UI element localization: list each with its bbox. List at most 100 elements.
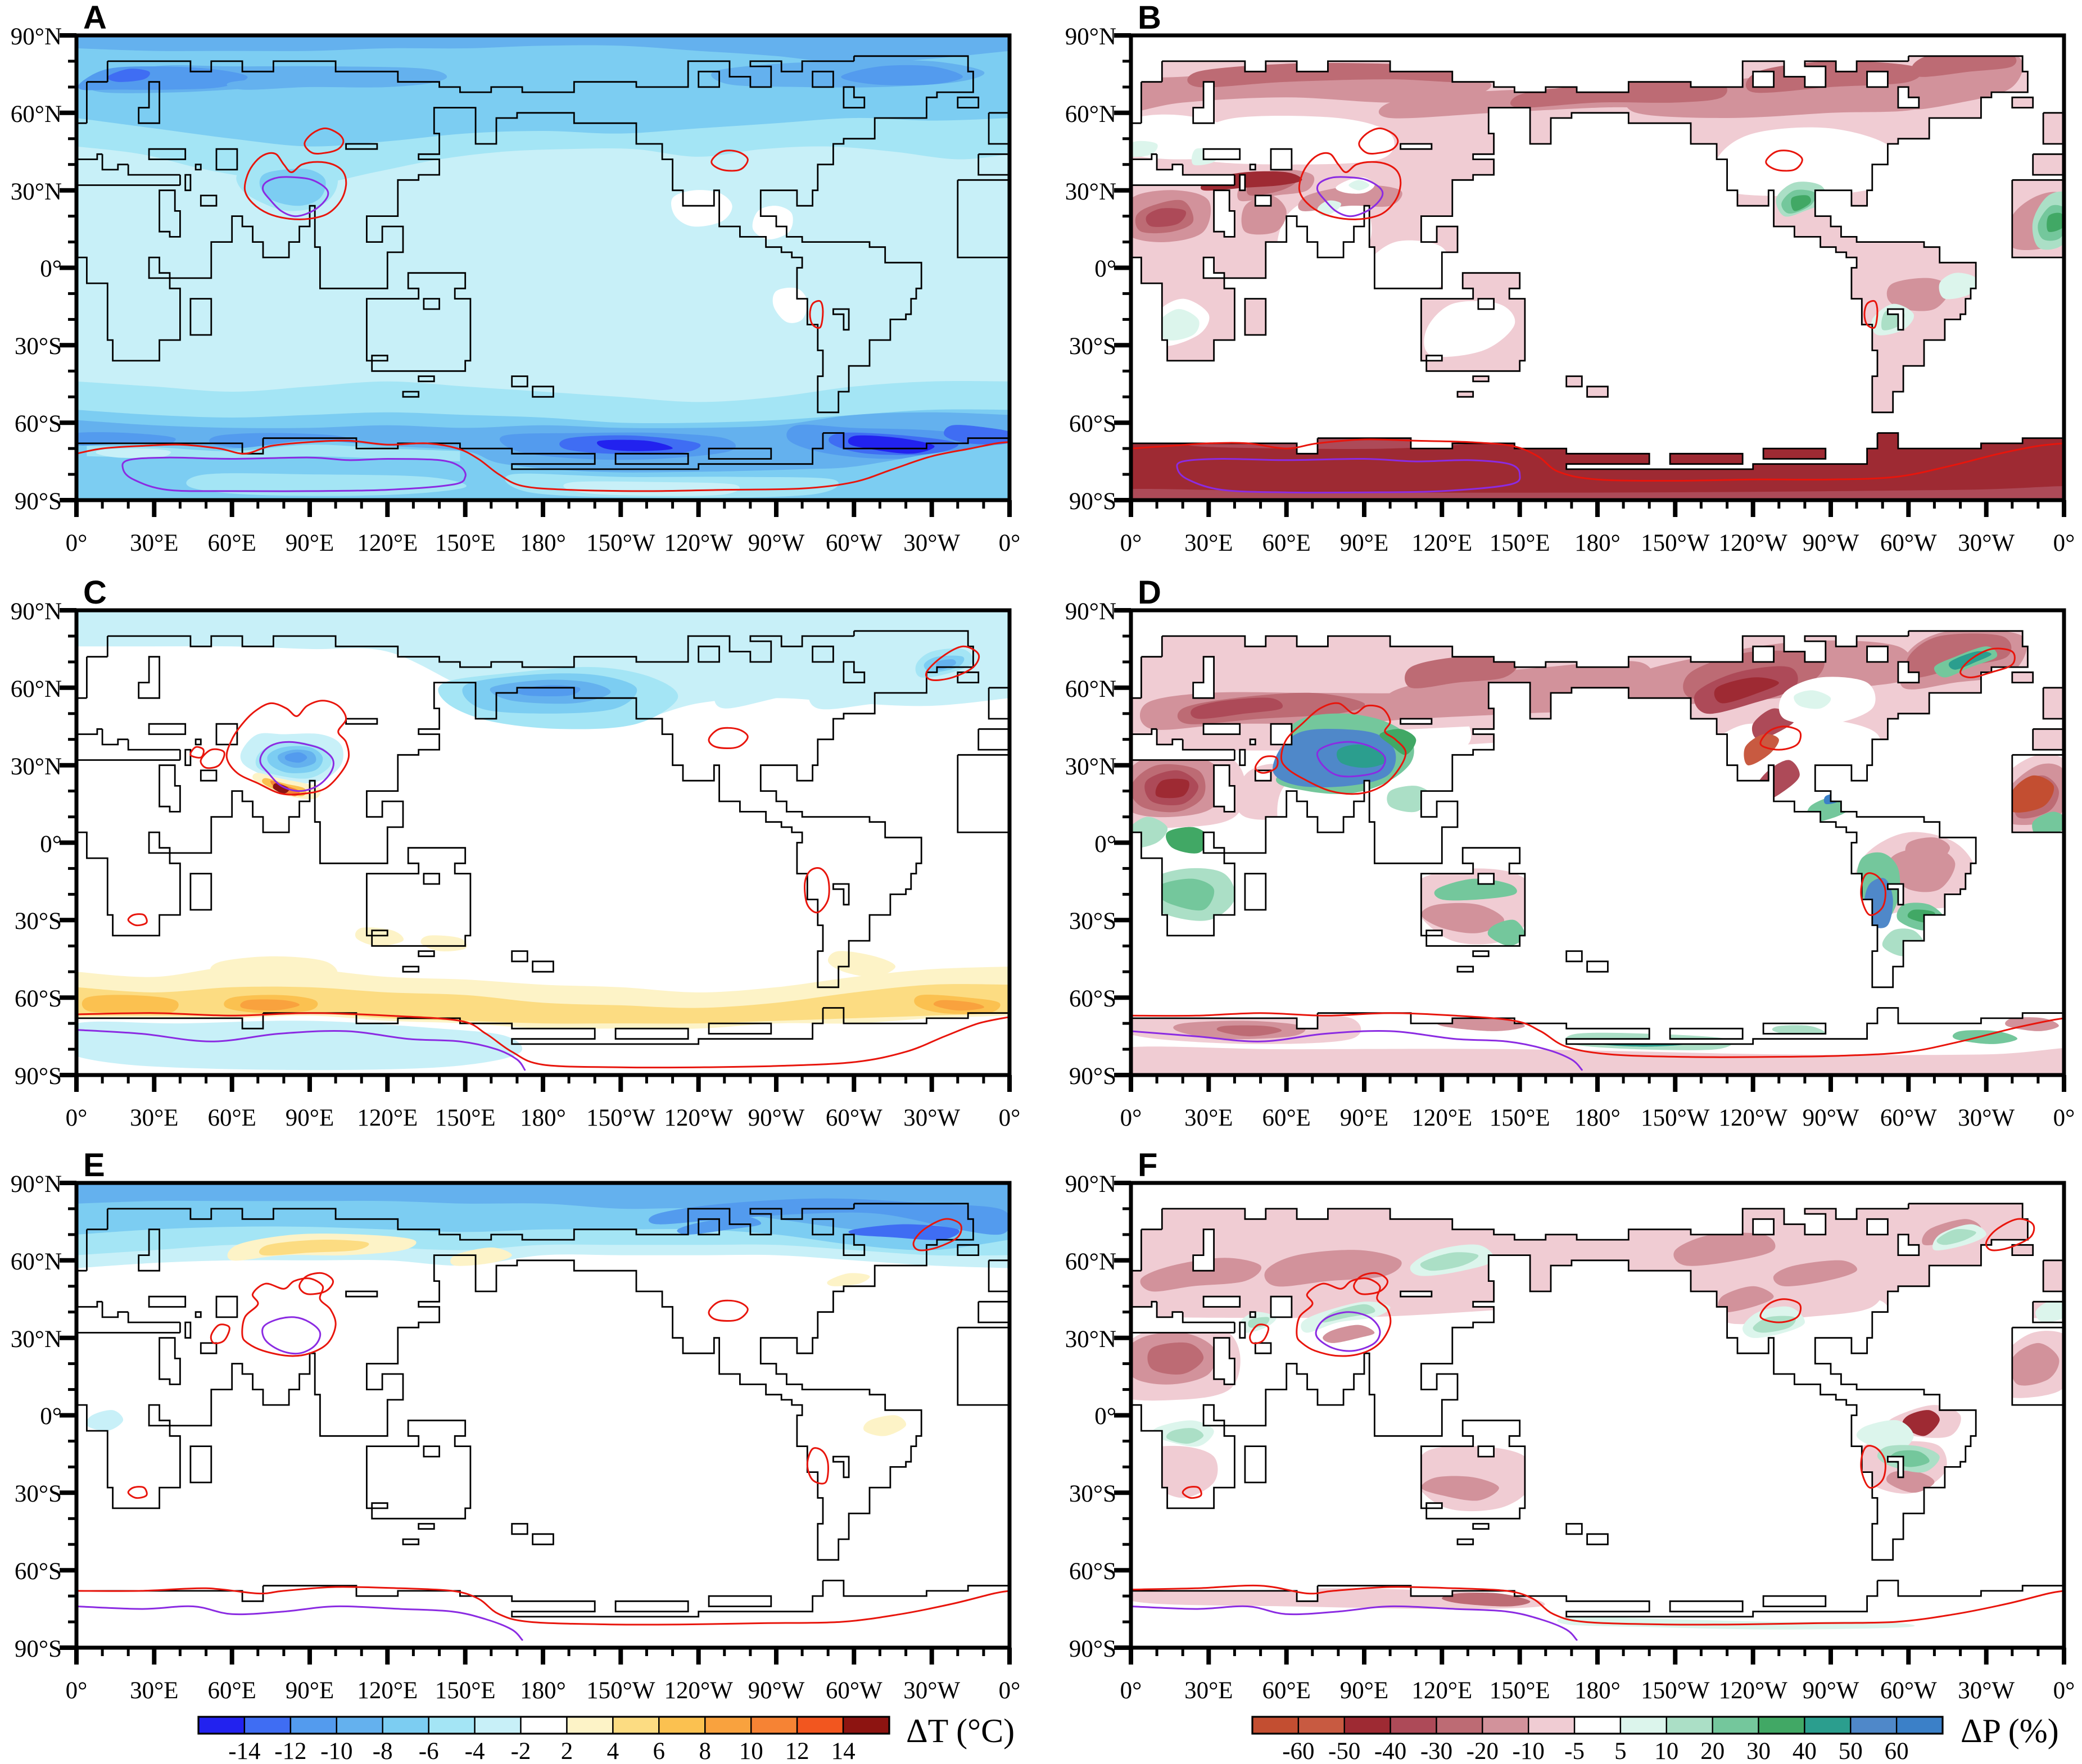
svg-text:-10: -10 xyxy=(1513,1738,1545,1764)
svg-text:30°E: 30°E xyxy=(130,530,178,556)
svg-text:180°: 180° xyxy=(520,530,566,556)
svg-text:150°W: 150°W xyxy=(586,1105,655,1131)
svg-text:30°W: 30°W xyxy=(903,530,960,556)
svg-text:60°W: 60°W xyxy=(1880,530,1937,556)
svg-text:30°S: 30°S xyxy=(15,1481,62,1507)
svg-text:60°W: 60°W xyxy=(826,1105,882,1131)
svg-text:180°: 180° xyxy=(1574,530,1621,556)
svg-text:60: 60 xyxy=(1885,1738,1909,1764)
svg-text:0°: 0° xyxy=(1120,1677,1142,1704)
svg-text:0°: 0° xyxy=(40,1403,62,1430)
svg-text:0°: 0° xyxy=(40,831,62,858)
svg-text:90°E: 90°E xyxy=(286,530,334,556)
svg-text:30: 30 xyxy=(1746,1738,1771,1764)
svg-text:ΔT (°C): ΔT (°C) xyxy=(906,1712,1015,1749)
svg-text:50: 50 xyxy=(1839,1738,1863,1764)
svg-text:60°W: 60°W xyxy=(826,530,882,556)
svg-text:30°E: 30°E xyxy=(1184,1105,1233,1131)
svg-text:90°N: 90°N xyxy=(11,598,62,625)
svg-text:0°: 0° xyxy=(999,1677,1021,1704)
svg-text:-20: -20 xyxy=(1467,1738,1499,1764)
svg-text:60°N: 60°N xyxy=(11,676,62,702)
svg-text:90°W: 90°W xyxy=(1803,1677,1859,1704)
svg-text:60°E: 60°E xyxy=(1262,530,1310,556)
svg-text:150°W: 150°W xyxy=(586,530,655,556)
svg-text:90°E: 90°E xyxy=(286,1677,334,1704)
svg-text:30°N: 30°N xyxy=(11,1326,62,1353)
svg-text:0°: 0° xyxy=(999,530,1021,556)
svg-text:C: C xyxy=(83,574,107,611)
svg-text:120°W: 120°W xyxy=(664,1105,734,1131)
svg-text:60°E: 60°E xyxy=(207,1677,256,1704)
svg-text:120°W: 120°W xyxy=(664,1677,734,1704)
svg-text:-14: -14 xyxy=(228,1738,260,1764)
svg-text:60°S: 60°S xyxy=(1069,986,1116,1012)
svg-text:90°E: 90°E xyxy=(1340,1677,1388,1704)
svg-text:6: 6 xyxy=(653,1738,666,1764)
svg-text:0°: 0° xyxy=(2053,1677,2075,1704)
svg-text:150°E: 150°E xyxy=(435,1677,496,1704)
svg-text:120°E: 120°E xyxy=(1411,1105,1472,1131)
svg-text:60°N: 60°N xyxy=(1065,1249,1116,1275)
svg-text:90°S: 90°S xyxy=(1069,1636,1116,1662)
svg-text:150°E: 150°E xyxy=(1490,1677,1550,1704)
svg-text:120°W: 120°W xyxy=(664,530,734,556)
svg-text:0°: 0° xyxy=(40,256,62,282)
svg-text:150°W: 150°W xyxy=(1641,530,1710,556)
svg-text:180°: 180° xyxy=(1574,1677,1621,1704)
svg-text:180°: 180° xyxy=(520,1105,566,1131)
svg-text:30°E: 30°E xyxy=(1184,530,1233,556)
svg-text:A: A xyxy=(83,0,107,36)
svg-text:150°E: 150°E xyxy=(1490,530,1550,556)
svg-text:30°N: 30°N xyxy=(1065,754,1116,780)
svg-text:4: 4 xyxy=(607,1738,619,1764)
svg-text:30°S: 30°S xyxy=(15,908,62,935)
svg-text:D: D xyxy=(1138,574,1161,611)
svg-text:40: 40 xyxy=(1793,1738,1817,1764)
svg-text:0°: 0° xyxy=(1094,256,1116,282)
svg-text:0°: 0° xyxy=(66,1105,88,1131)
svg-text:90°E: 90°E xyxy=(1340,1105,1388,1131)
svg-text:120°W: 120°W xyxy=(1719,530,1788,556)
svg-text:60°E: 60°E xyxy=(1262,1105,1310,1131)
svg-text:30°W: 30°W xyxy=(903,1677,960,1704)
svg-text:0°: 0° xyxy=(1094,831,1116,858)
svg-text:60°S: 60°S xyxy=(15,986,62,1012)
svg-text:150°W: 150°W xyxy=(586,1677,655,1704)
svg-text:90°N: 90°N xyxy=(1065,598,1116,625)
svg-text:90°S: 90°S xyxy=(1069,488,1116,515)
svg-text:0°: 0° xyxy=(1120,1105,1142,1131)
svg-text:30°W: 30°W xyxy=(1958,1105,2015,1131)
svg-text:90°S: 90°S xyxy=(15,488,62,515)
svg-text:-30: -30 xyxy=(1420,1738,1452,1764)
svg-text:0°: 0° xyxy=(66,530,88,556)
svg-text:30°S: 30°S xyxy=(1069,908,1116,935)
svg-text:20: 20 xyxy=(1700,1738,1725,1764)
svg-text:90°N: 90°N xyxy=(1065,24,1116,50)
svg-text:30°N: 30°N xyxy=(1065,179,1116,205)
svg-text:120°W: 120°W xyxy=(1719,1105,1788,1131)
svg-text:150°E: 150°E xyxy=(435,530,496,556)
svg-text:8: 8 xyxy=(699,1738,712,1764)
svg-text:60°S: 60°S xyxy=(15,1558,62,1585)
svg-text:0°: 0° xyxy=(999,1105,1021,1131)
svg-text:0°: 0° xyxy=(1120,530,1142,556)
svg-text:90°W: 90°W xyxy=(1803,530,1859,556)
svg-text:120°W: 120°W xyxy=(1719,1677,1788,1704)
svg-text:150°E: 150°E xyxy=(1490,1105,1550,1131)
svg-text:90°S: 90°S xyxy=(15,1636,62,1662)
svg-text:60°N: 60°N xyxy=(11,101,62,128)
svg-text:E: E xyxy=(83,1147,105,1183)
svg-text:30°W: 30°W xyxy=(1958,1677,2015,1704)
svg-text:30°E: 30°E xyxy=(130,1677,178,1704)
svg-text:180°: 180° xyxy=(520,1677,566,1704)
svg-text:90°N: 90°N xyxy=(11,24,62,50)
svg-text:60°W: 60°W xyxy=(1880,1677,1937,1704)
svg-text:-2: -2 xyxy=(511,1738,531,1764)
svg-text:150°W: 150°W xyxy=(1641,1677,1710,1704)
svg-text:B: B xyxy=(1138,0,1161,36)
svg-text:-8: -8 xyxy=(373,1738,393,1764)
svg-text:30°S: 30°S xyxy=(15,333,62,360)
svg-text:-5: -5 xyxy=(1564,1738,1585,1764)
svg-text:12: 12 xyxy=(785,1738,809,1764)
